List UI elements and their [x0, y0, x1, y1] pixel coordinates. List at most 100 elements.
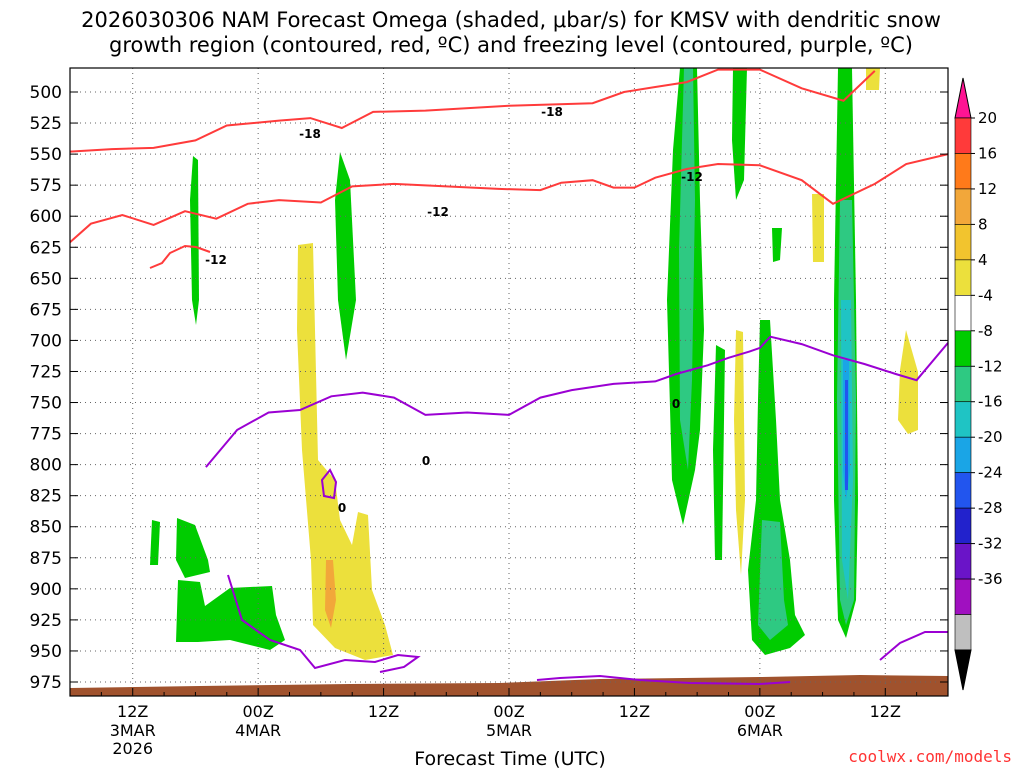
contour-line [205, 335, 949, 468]
colorbar-swatch [954, 543, 972, 580]
colorbar-label: -24 [978, 464, 1003, 482]
y-tick-label: 500 [30, 83, 62, 103]
plot-area: -18 -18 -12 -12 -12 0 0 0 [69, 67, 949, 697]
terrain-surface [70, 675, 948, 696]
y-tick-label: 825 [30, 487, 62, 507]
omega-region-minus8 [772, 228, 782, 262]
colorbar-swatch [954, 259, 972, 296]
colorbar-swatch [954, 614, 972, 651]
colorbar-label: -8 [978, 322, 993, 340]
contour-label: 0 [672, 397, 680, 411]
x-tick-label: 5MAR [486, 721, 532, 740]
y-tick-label: 675 [30, 300, 62, 320]
freezing-level-near-surface-contour [879, 631, 948, 661]
colorbar-swatch [954, 472, 972, 509]
colorbar-label: -16 [978, 393, 1003, 411]
x-tick-label: 12Z [870, 702, 901, 721]
x-tick-label: 00Z [744, 702, 775, 721]
omega-region-minus8 [732, 68, 747, 200]
x-tick-label: 3MAR [110, 721, 156, 740]
x-tick-label: 00Z [242, 702, 273, 721]
x-tick-label: 12Z [117, 702, 148, 721]
y-tick-label: 850 [30, 518, 62, 538]
x-tick-label: 4MAR [235, 721, 281, 740]
colorbar-label: -20 [978, 428, 1003, 446]
colorbar-swatch [954, 365, 972, 403]
freezing-level-near-surface-contour [227, 574, 421, 673]
y-tick-label: 650 [30, 269, 62, 289]
colorbar-swatch [954, 153, 972, 190]
omega-region-plus4 [866, 68, 880, 90]
colorbar-label: -28 [978, 499, 1003, 517]
colorbar-top-arrow [954, 77, 972, 119]
colorbar-label: -4 [978, 286, 993, 304]
contour-label: -18 [299, 127, 321, 141]
colorbar-swatch [954, 330, 972, 367]
chart-title-line-2: growth region (contoured, red, ºC) and f… [109, 33, 913, 57]
y-tick-label: 550 [30, 145, 62, 165]
omega-region-minus8 [713, 345, 725, 560]
colorbar-swatch [954, 401, 972, 438]
y-tick-label: 625 [30, 238, 62, 258]
omega-region-minus24 [845, 380, 848, 490]
omega-region-minus8 [190, 156, 199, 325]
colorbar-label: 8 [978, 215, 988, 233]
omega-shading [150, 68, 918, 660]
x-tick-label: 2026 [112, 739, 153, 758]
x-axis-label: Forecast Time (UTC) [414, 748, 605, 768]
y-tick-label: 725 [30, 362, 62, 382]
y-tick-label: 775 [30, 425, 62, 445]
omega-region-minus8 [335, 152, 356, 360]
colorbar-label: 4 [978, 251, 988, 269]
colorbar-label: -12 [978, 357, 1003, 375]
omega-region-minus12 [758, 520, 788, 640]
contour-label-group: -18 -18 -12 -12 -12 0 0 0 [205, 105, 703, 515]
omega-region-minus8 [176, 580, 285, 650]
contour-line [69, 68, 876, 153]
colorbar-swatch [954, 117, 972, 154]
y-tick-label: 700 [30, 331, 62, 351]
contour-label: -18 [541, 105, 563, 119]
y-tick-label: 525 [30, 114, 62, 134]
x-tick-label: 12Z [619, 702, 650, 721]
y-tick-label: 800 [30, 456, 62, 476]
colorbar-label: -36 [978, 570, 1003, 588]
contour-label: -12 [681, 170, 703, 184]
omega-region-minus8 [176, 518, 210, 578]
x-tick-label: 6MAR [737, 721, 783, 740]
x-tick-label: 12Z [368, 702, 399, 721]
y-tick-label: 575 [30, 176, 62, 196]
axis-tick-marks [69, 91, 949, 696]
omega-region-plus4 [812, 194, 824, 262]
colorbar-swatch [954, 295, 972, 332]
credit-label: coolwx.com/models [848, 747, 1012, 766]
y-tick-label: 600 [30, 207, 62, 227]
minus12-contour-segment [149, 244, 211, 269]
y-tick-label: 900 [30, 580, 62, 600]
colorbar-label: 12 [978, 180, 997, 198]
colorbar-swatch [954, 436, 972, 473]
y-tick-label: 875 [30, 549, 62, 569]
omega-region-minus8 [150, 520, 160, 565]
y-tick-label: 925 [30, 611, 62, 631]
y-tick-label: 750 [30, 394, 62, 414]
contour-lines [69, 68, 949, 468]
plot-background [70, 68, 948, 696]
freezing-level-near-surface-contour [536, 674, 791, 686]
chart-title-line-1: 2026030306 NAM Forecast Omega (shaded, μ… [81, 8, 941, 32]
omega-region-plus8 [325, 560, 336, 628]
colorbar-label: 16 [978, 144, 997, 162]
colorbar-bottom-arrow [954, 649, 972, 691]
colorbar-label: -32 [978, 535, 1003, 553]
y-tick-label: 975 [30, 673, 62, 693]
omega-region-plus4 [734, 330, 745, 575]
contour-label: 0 [338, 501, 346, 515]
colorbar-swatch [954, 188, 972, 225]
y-tick-label: 950 [30, 642, 62, 662]
omega-region-plus4 [297, 243, 393, 660]
x-tick-label: 00Z [493, 702, 524, 721]
colorbar-swatch [954, 507, 972, 544]
colorbar-label: 20 [978, 109, 997, 127]
